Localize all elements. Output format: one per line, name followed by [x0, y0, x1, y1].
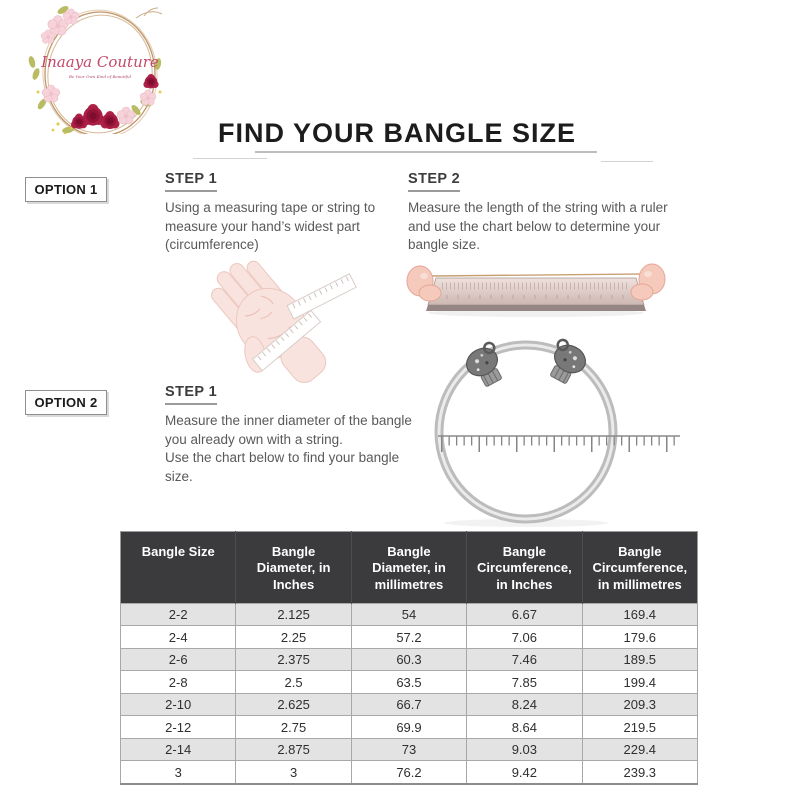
- table-cell: 60.3: [350, 647, 468, 672]
- col-header-diameter-mm: Bangle Diameter, in millimetres: [350, 531, 467, 604]
- table-row: 2-8 2.5 63.5 7.85 199.4: [119, 670, 699, 694]
- bangle-ruler-illustration: [434, 336, 680, 527]
- table-row: 2-4 2.25 57.2 7.06 179.6: [119, 625, 699, 649]
- option-1-label: OPTION 1: [34, 182, 98, 197]
- option-2-label: OPTION 2: [34, 395, 98, 410]
- table-cell: 7.06: [466, 625, 583, 649]
- table-cell: 199.4: [581, 670, 699, 694]
- table-cell: 179.6: [581, 625, 699, 649]
- table-row: 2-6 2.375 60.3 7.46 189.5: [119, 647, 699, 672]
- table-cell: 7.46: [466, 647, 583, 672]
- table-cell: 2-10: [119, 692, 237, 717]
- table-cell: 2.25: [235, 625, 352, 649]
- table-cell: 219.5: [581, 715, 699, 739]
- table-cell: 2-14: [119, 737, 237, 762]
- option1-step1-heading: STEP 1: [165, 170, 218, 192]
- string-ruler-illustration: [406, 263, 666, 317]
- table-cell: 54: [350, 602, 468, 627]
- table-cell: 2-2: [119, 602, 237, 627]
- table-cell: 57.2: [350, 625, 468, 649]
- table-body: 2-2 2.125 54 6.67 169.4 2-4 2.25 57.2 7.…: [119, 602, 699, 785]
- decorative-line-left: [193, 158, 267, 159]
- table-cell: 9.42: [466, 760, 583, 785]
- table-cell: 3: [235, 760, 352, 785]
- table-row: 2-10 2.625 66.7 8.24 209.3: [119, 692, 699, 717]
- option2-step1-text: Measure the inner diameter of the bangle…: [165, 413, 412, 484]
- table-cell: 2-8: [119, 670, 237, 694]
- brand-tagline: Be Your Own Kind of Beautiful: [68, 74, 132, 79]
- brand-name: Inaaya Couture: [40, 53, 159, 71]
- table-cell: 3: [119, 760, 237, 785]
- option1-step2-heading: STEP 2: [408, 170, 461, 192]
- table-cell: 2.375: [235, 647, 352, 672]
- table-cell: 2.75: [235, 715, 352, 739]
- hand-measuring-tape-illustration: [211, 260, 357, 383]
- table-cell: 66.7: [350, 692, 468, 717]
- table-cell: 76.2: [350, 760, 468, 785]
- option1-step2-text: Measure the length of the string with a …: [408, 200, 668, 253]
- table-cell: 2.625: [235, 692, 352, 717]
- table-cell: 7.85: [466, 670, 583, 694]
- page-title: FIND YOUR BANGLE SIZE: [217, 118, 577, 148]
- table-header: Bangle Size Bangle Diameter, in Inches B…: [120, 531, 698, 604]
- table-cell: 2.125: [235, 602, 352, 627]
- table-cell: 9.03: [466, 737, 583, 762]
- table-cell: 6.67: [466, 602, 583, 627]
- table-cell: 8.24: [466, 692, 583, 717]
- table-cell: 2.5: [235, 670, 352, 694]
- table-row: 2-2 2.125 54 6.67 169.4: [119, 602, 699, 627]
- bangle-size-table: Bangle Size Bangle Diameter, in Inches B…: [119, 531, 699, 785]
- table-cell: 229.4: [581, 737, 699, 762]
- table-cell: 63.5: [350, 670, 468, 694]
- table-row: 3 3 76.2 9.42 239.3: [119, 760, 699, 785]
- col-header-bangle-size: Bangle Size: [120, 531, 236, 604]
- col-header-circumference-inches: Bangle Circumference, in Inches: [466, 531, 583, 604]
- table-cell: 69.9: [350, 715, 468, 739]
- col-header-diameter-inches: Bangle Diameter, in Inches: [235, 531, 352, 604]
- table-cell: 239.3: [581, 760, 699, 785]
- option1-step1-text: Using a measuring tape or string to meas…: [165, 200, 376, 253]
- title-underline: [255, 151, 597, 153]
- option-1-badge: OPTION 1: [25, 177, 107, 202]
- table-cell: 2.875: [235, 737, 352, 762]
- table-cell: 209.3: [581, 692, 699, 717]
- brand-logo-wreath-icon: Inaaya Couture Be Your Own Kind of Beaut…: [27, 4, 163, 134]
- col-header-circumference-mm: Bangle Circumference, in millimetres: [581, 531, 698, 604]
- table-cell: 189.5: [581, 647, 699, 672]
- table-cell: 2-6: [119, 647, 237, 672]
- table-cell: 2-4: [119, 625, 237, 649]
- table-cell: 2-12: [119, 715, 237, 739]
- option-2-badge: OPTION 2: [25, 390, 107, 415]
- table-row: 2-14 2.875 73 9.03 229.4: [119, 737, 699, 762]
- option2-step1-heading: STEP 1: [165, 383, 218, 405]
- table-cell: 169.4: [581, 602, 699, 627]
- table-cell: 73: [350, 737, 468, 762]
- table-cell: 8.64: [466, 715, 583, 739]
- table-row: 2-12 2.75 69.9 8.64 219.5: [119, 715, 699, 739]
- decorative-line-right: [601, 161, 653, 162]
